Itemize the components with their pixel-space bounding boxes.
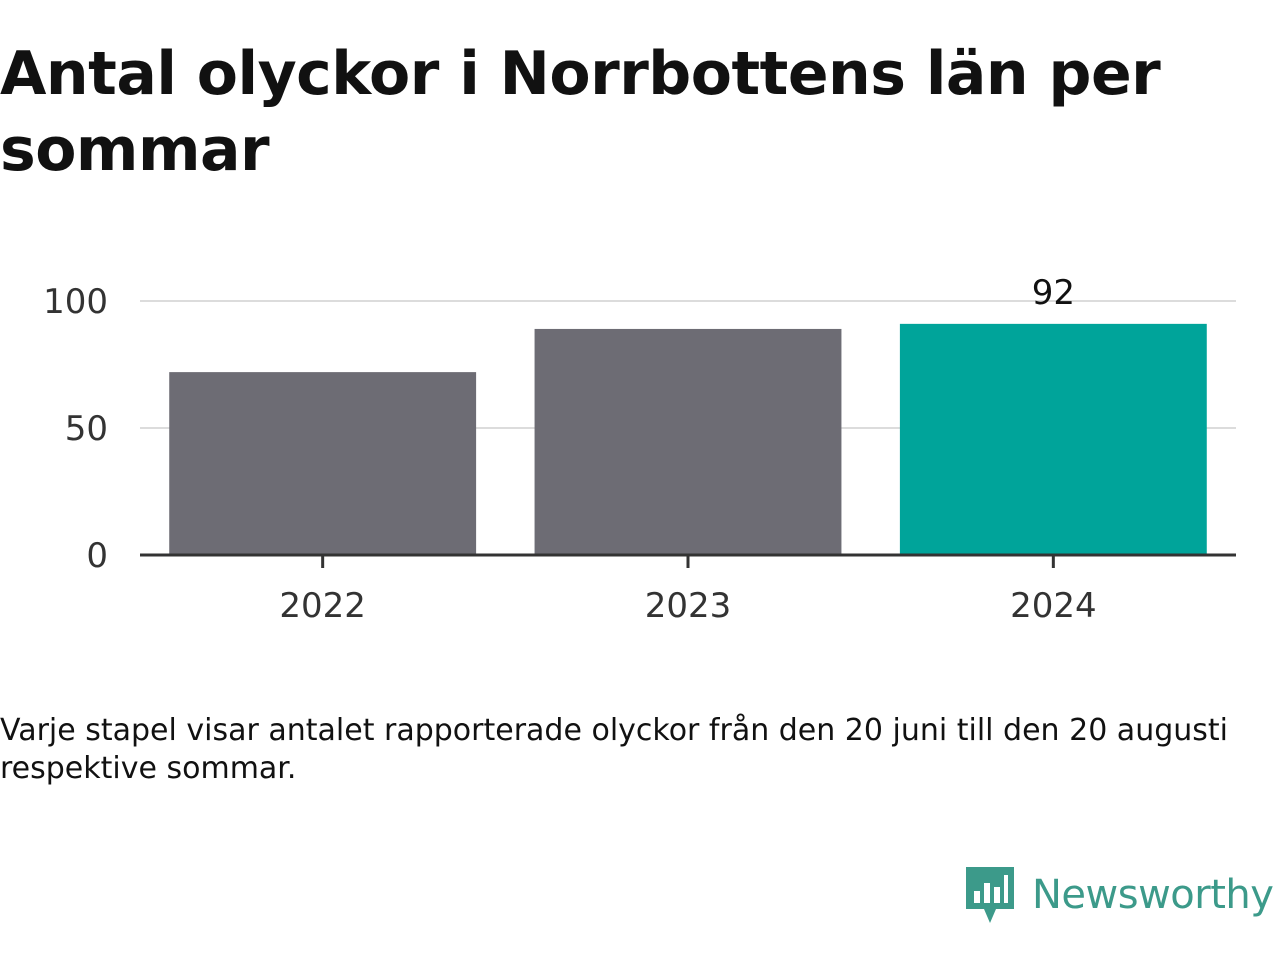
bar-2022	[169, 372, 477, 555]
brand-footer: Newsworthy	[962, 862, 1274, 928]
y-tick-label: 0	[86, 536, 108, 576]
bar-2023	[534, 328, 842, 555]
x-tick-label: 2022	[279, 586, 366, 626]
bar-chart: 0 50 100 2022 2023 2024 92	[0, 250, 1280, 650]
x-tick-label: 2024	[1010, 586, 1097, 626]
bars	[169, 323, 1207, 555]
x-axis	[140, 553, 1236, 568]
labels: 0 50 100 2022 2023 2024 92	[43, 273, 1097, 626]
newsworthy-logo-icon	[966, 867, 1014, 923]
chart-title: Antal olyckor i Norrbottens län per somm…	[0, 39, 1161, 185]
bar-2024	[899, 323, 1207, 555]
brand-name: Newsworthy	[1032, 872, 1274, 918]
y-tick-label: 50	[65, 409, 108, 449]
x-tick-label: 2023	[645, 586, 732, 626]
bar-chart-svg: 0 50 100 2022 2023 2024 92	[43, 273, 1236, 626]
chart-caption: Varje stapel visar antalet rapporterade …	[0, 713, 1228, 786]
data-label: 92	[1032, 273, 1075, 313]
y-tick-label: 100	[43, 282, 108, 322]
